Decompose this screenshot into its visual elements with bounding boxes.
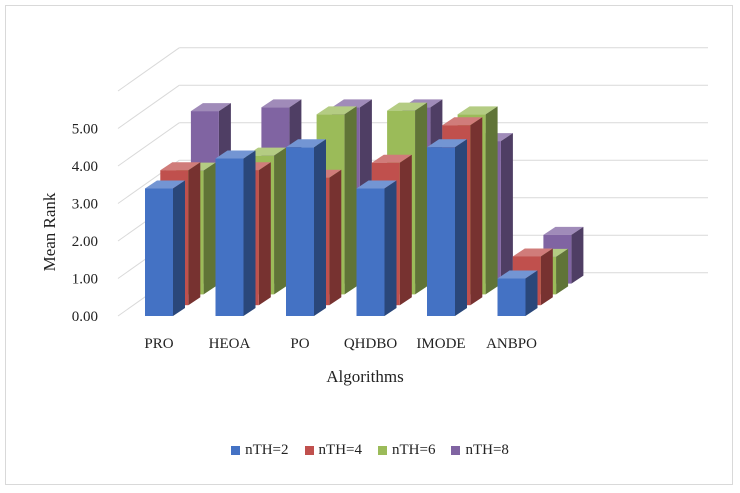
bar-side xyxy=(455,139,467,316)
bar-side xyxy=(470,117,483,306)
bar-side xyxy=(415,102,428,295)
bars-layer xyxy=(145,99,584,316)
legend-swatch xyxy=(451,446,461,455)
bar-top xyxy=(160,162,201,171)
x-tick-label: QHDBO xyxy=(344,336,398,352)
x-tick-label: HEOA xyxy=(209,336,251,352)
y-tick-label: 1.00 xyxy=(72,272,98,288)
bar-side xyxy=(274,147,287,295)
gridline-side xyxy=(117,84,180,129)
bar-side xyxy=(571,226,584,284)
x-tick-label: PRO xyxy=(144,336,173,352)
bar-side xyxy=(203,162,216,295)
legend-swatch xyxy=(304,446,314,455)
bar-top xyxy=(286,139,326,148)
legend-item: nTH=2 xyxy=(231,442,289,459)
bar xyxy=(497,270,538,316)
bar-top xyxy=(331,99,372,108)
bar-side xyxy=(525,270,538,316)
bar xyxy=(286,139,326,316)
chart-frame xyxy=(5,5,733,485)
bar-top xyxy=(190,103,231,112)
gridline-side xyxy=(117,47,180,92)
bar xyxy=(356,180,397,316)
bar-side xyxy=(258,162,271,306)
bar-side xyxy=(188,162,201,306)
bar-top xyxy=(387,102,428,111)
legend-label: nTH=6 xyxy=(392,442,436,458)
y-axis-title: Mean Rank xyxy=(40,192,59,271)
bar-side xyxy=(384,180,397,316)
bar-side xyxy=(329,169,342,306)
bar-top xyxy=(442,117,483,126)
y-tick-label: 5.00 xyxy=(72,122,98,138)
x-tick-label: IMODE xyxy=(416,336,465,352)
legend-item: nTH=4 xyxy=(304,442,362,459)
bar-top xyxy=(543,226,584,235)
bar-top xyxy=(427,139,467,148)
x-tick-label: ANBPO xyxy=(486,336,537,352)
bar-top xyxy=(246,147,287,156)
bar-top xyxy=(457,106,498,115)
legend-label: nTH=8 xyxy=(465,442,509,458)
bar-top xyxy=(261,99,302,108)
legend-label: nTH=2 xyxy=(245,442,289,458)
bar-side xyxy=(540,248,553,306)
bar-top xyxy=(512,248,553,257)
gridline-side xyxy=(117,122,180,167)
bar-front xyxy=(427,147,455,316)
x-axis-title: Algorithms xyxy=(326,367,403,386)
bar-front xyxy=(286,147,314,316)
y-tick-label: 0.00 xyxy=(72,309,98,325)
bar-top xyxy=(145,180,185,189)
legend-swatch xyxy=(378,446,387,455)
bar xyxy=(145,180,185,316)
bar-front xyxy=(356,188,385,316)
y-tick-label: 3.00 xyxy=(72,197,98,213)
legend-swatch xyxy=(231,446,241,455)
y-tick-label: 4.00 xyxy=(72,159,98,175)
bar-side xyxy=(500,133,513,284)
legend-item: nTH=8 xyxy=(451,442,509,459)
bar-top xyxy=(215,150,256,159)
bar xyxy=(427,139,467,316)
bar-side xyxy=(243,150,256,316)
bar-side xyxy=(399,154,412,306)
bar-top xyxy=(356,180,397,189)
legend-item: nTH=6 xyxy=(378,442,435,459)
bar-side xyxy=(485,106,498,295)
bar-top xyxy=(371,154,412,163)
bar-front xyxy=(215,158,244,316)
bar-side xyxy=(314,139,326,316)
bar-top xyxy=(316,106,357,115)
bar-side xyxy=(173,180,185,316)
labels-layer: 0.00 1.00 2.00 3.00 4.00 5.00 PRO HEOA PO QHDBO IM… xyxy=(72,122,537,353)
bar-front xyxy=(497,278,526,316)
bar-side xyxy=(556,248,569,295)
bar xyxy=(215,150,256,316)
legend-label: nTH=4 xyxy=(318,442,362,458)
legend: nTH=2 nTH=4 nTH=6 nTH=8 xyxy=(0,442,740,460)
x-tick-label: PO xyxy=(290,336,309,352)
bar-front xyxy=(145,188,173,316)
y-tick-label: 2.00 xyxy=(72,234,98,250)
bar-side xyxy=(344,106,357,295)
bar-top xyxy=(497,270,538,279)
